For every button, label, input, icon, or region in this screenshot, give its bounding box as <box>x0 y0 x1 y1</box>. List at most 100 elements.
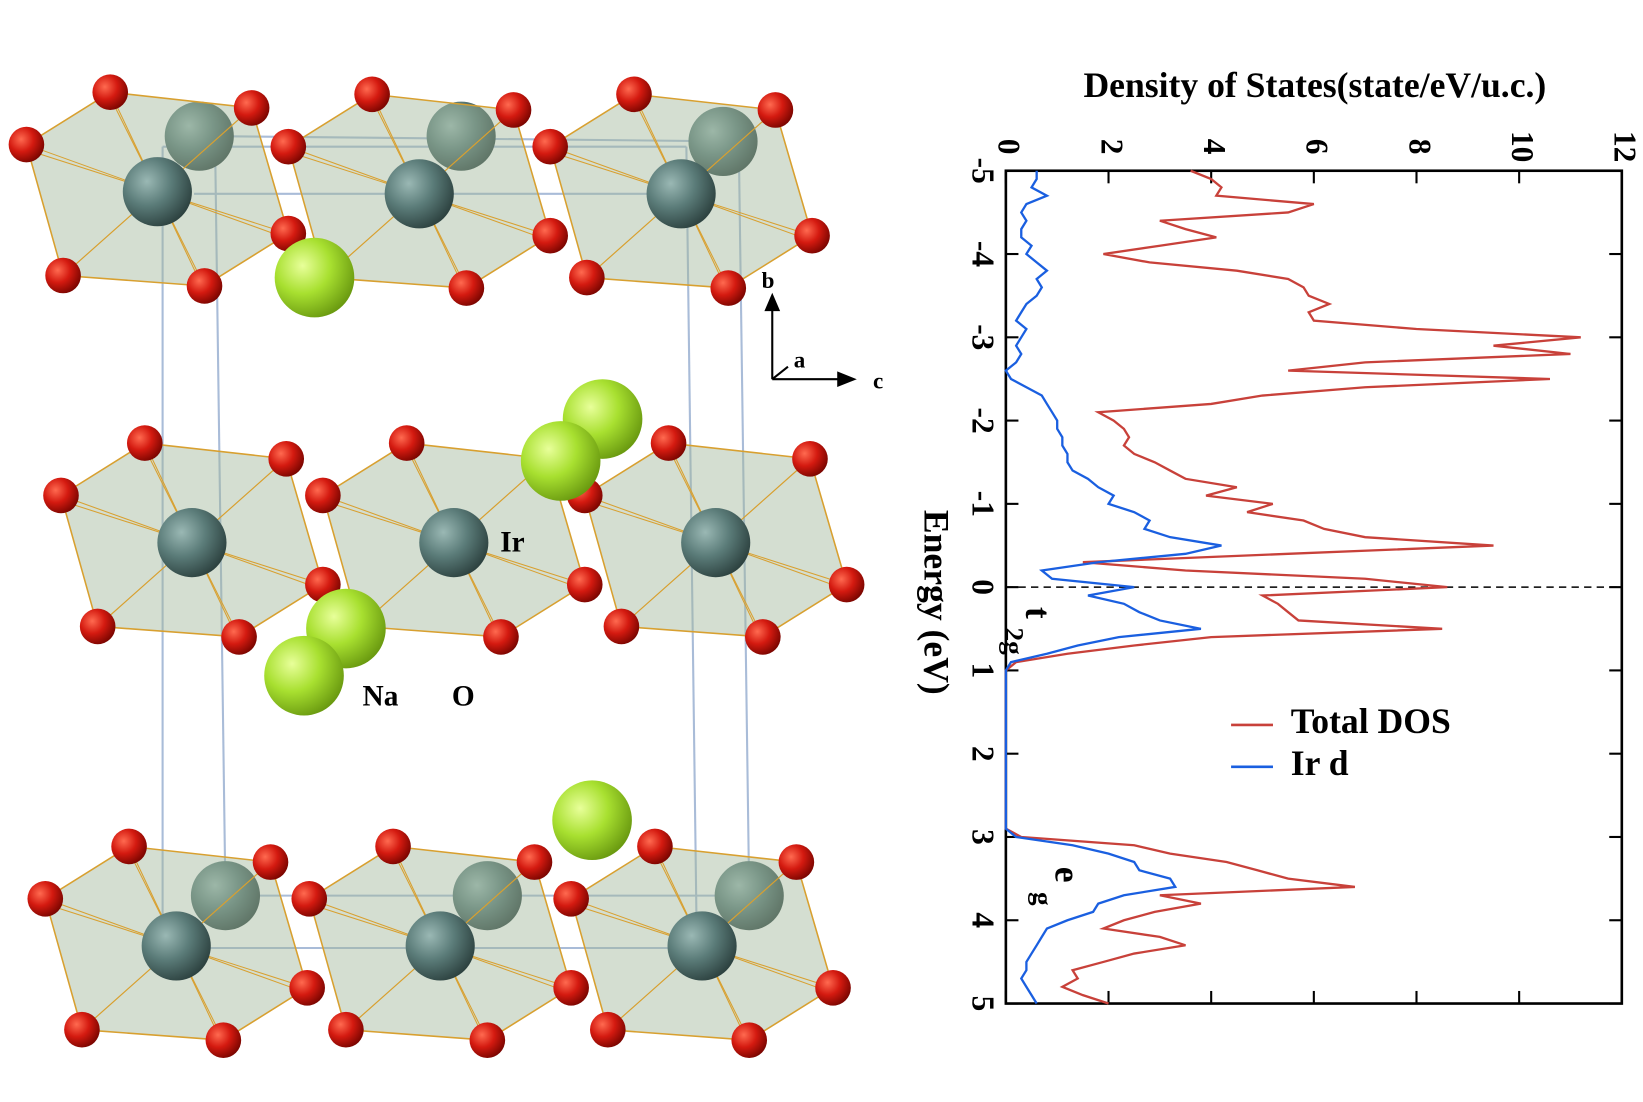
o-atom <box>305 477 341 514</box>
ir-atom <box>426 101 496 171</box>
o-atom <box>388 425 425 461</box>
ir-atom <box>714 861 784 931</box>
ir-atom <box>141 911 211 981</box>
o-atom <box>221 619 257 655</box>
o-atom <box>252 844 289 880</box>
ir-atom <box>384 159 454 229</box>
na-atom <box>552 780 632 861</box>
legend-label: Ir d <box>1291 743 1349 783</box>
o-atom <box>186 268 223 304</box>
annotation: t <box>1018 607 1058 619</box>
x-tick-label: 3 <box>965 829 1000 845</box>
dos-line <box>1004 170 1222 1005</box>
axis-b-label: b <box>762 267 775 293</box>
o-atom <box>637 828 673 865</box>
o-atom <box>205 1022 242 1059</box>
o-atom <box>43 477 79 514</box>
na-atom <box>520 421 601 501</box>
y-tick-label: 0 <box>992 139 1027 155</box>
o-atom <box>495 92 532 128</box>
o-atom <box>828 566 865 603</box>
x-tick-label: 4 <box>965 912 1000 928</box>
ir-atom <box>667 911 737 981</box>
o-atom <box>603 608 640 645</box>
o-atom <box>794 217 830 254</box>
o-atom <box>815 970 851 1006</box>
o-atom <box>589 1011 626 1048</box>
o-atom <box>79 608 116 645</box>
ir-atom <box>688 106 758 176</box>
o-atom <box>375 828 411 865</box>
ir-atom <box>646 159 716 229</box>
o-atom <box>92 74 129 110</box>
o-atom <box>328 1011 364 1048</box>
cell-edge <box>737 141 751 896</box>
o-atom <box>516 844 553 880</box>
o-atom <box>64 1011 100 1048</box>
axis-c-label: c <box>873 368 883 394</box>
o-atom <box>731 1022 768 1059</box>
o-atom <box>553 970 589 1006</box>
legend-label: Total DOS <box>1291 701 1451 741</box>
y-tick-label: 8 <box>1402 139 1437 155</box>
o-atom <box>354 76 390 113</box>
cell-edge <box>213 136 227 896</box>
o-atom <box>126 425 163 461</box>
x-tick-label: -2 <box>965 407 1000 433</box>
chart-title: Density of States(state/eV/u.c.) <box>1083 65 1546 105</box>
ir-atom <box>419 508 489 578</box>
crystal-axes <box>764 292 857 388</box>
o-atom <box>569 259 605 296</box>
dos-line <box>1004 169 1581 1005</box>
y-tick-label: 2 <box>1094 139 1129 155</box>
o-atom <box>792 441 828 477</box>
x-tick-label: -1 <box>965 491 1000 517</box>
o-atom <box>757 92 794 128</box>
ir-atom <box>452 861 522 931</box>
x-tick-label: 1 <box>965 663 1000 679</box>
ir-atom <box>164 101 234 171</box>
o-atom <box>483 619 519 655</box>
atom-label: Ir <box>500 526 524 558</box>
axis-title: Energy (eV) <box>916 510 956 695</box>
y-tick-label: 6 <box>1300 139 1335 155</box>
o-atom <box>566 566 603 603</box>
x-tick-label: 5 <box>965 996 1000 1012</box>
x-tick-label: 0 <box>965 579 1000 595</box>
ir-atom <box>681 508 751 578</box>
o-atom <box>111 828 147 865</box>
o-atom <box>532 128 568 165</box>
y-tick-label: 10 <box>1505 131 1540 162</box>
o-atom <box>289 970 325 1006</box>
o-atom <box>778 844 815 880</box>
o-atom <box>448 270 485 306</box>
o-atom <box>469 1022 506 1059</box>
o-atom <box>532 217 568 254</box>
y-tick-label: 12 <box>1608 131 1643 162</box>
atom-label: Na <box>363 680 399 712</box>
o-atom <box>233 90 270 126</box>
x-tick-label: -3 <box>965 324 1000 350</box>
ir-atom <box>405 911 475 981</box>
atom-label: O <box>452 680 475 712</box>
o-atom <box>650 425 687 461</box>
o-atom <box>553 880 589 917</box>
y-tick-label: 4 <box>1197 139 1232 155</box>
x-tick-label: -4 <box>965 241 1000 267</box>
o-atom <box>745 619 781 655</box>
o-atom <box>291 880 328 917</box>
na-atom <box>274 237 355 318</box>
ir-atom <box>190 861 261 931</box>
ir-atom <box>122 157 192 227</box>
annotation-sub: g <box>1028 892 1058 906</box>
axis-a-label: a <box>794 347 806 373</box>
o-atom <box>8 126 45 163</box>
x-tick-label: -5 <box>965 158 1000 184</box>
x-tick-label: 2 <box>965 746 1000 762</box>
o-atom <box>45 257 81 294</box>
o-atom <box>27 880 64 917</box>
annotation-sub: 2g <box>999 627 1029 655</box>
